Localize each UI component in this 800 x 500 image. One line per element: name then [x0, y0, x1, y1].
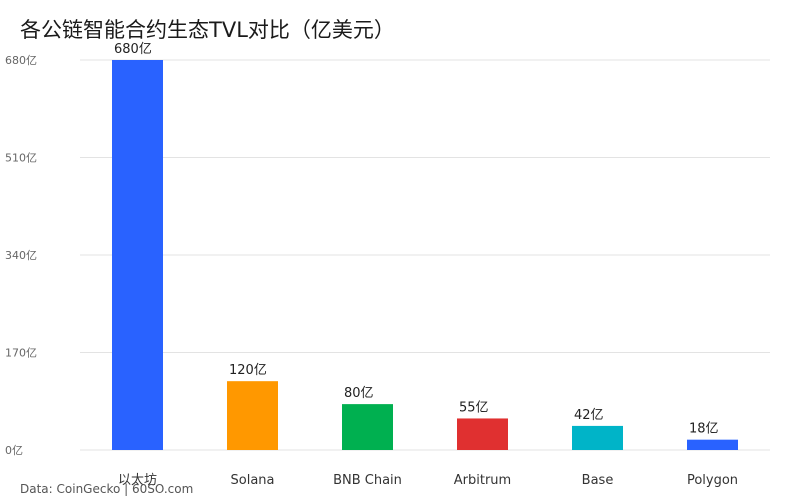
x-category-label: Base — [582, 473, 614, 488]
data-labels: 680亿 120亿 80亿 55亿 42亿 18亿 — [114, 42, 719, 437]
bar-4 — [572, 425, 623, 450]
bar-3 — [457, 418, 508, 450]
data-label: 18亿 — [689, 422, 719, 437]
bars — [112, 60, 738, 450]
y-axis-ticks: 0亿 170亿 340亿 510亿 680亿 — [5, 54, 37, 457]
x-category-label: Arbitrum — [454, 473, 511, 488]
gridlines — [80, 59, 770, 451]
data-label: 42亿 — [574, 408, 604, 423]
bar-5 — [687, 439, 738, 450]
y-tick-label: 0亿 — [5, 444, 23, 457]
bar-0 — [112, 60, 163, 450]
x-category-label: 以太坊 — [118, 473, 157, 488]
y-tick-label: 680亿 — [5, 54, 37, 67]
y-tick-label: 510亿 — [5, 152, 37, 165]
chart-title: 各公链智能合约生态TVL对比（亿美元） — [20, 18, 395, 42]
data-label: 680亿 — [114, 42, 152, 57]
data-label: 80亿 — [344, 386, 374, 401]
x-category-label: Polygon — [687, 473, 738, 488]
bar-2 — [342, 404, 393, 450]
y-tick-label: 340亿 — [5, 249, 37, 262]
x-category-label: BNB Chain — [333, 473, 402, 488]
bar-1 — [227, 381, 278, 450]
data-label: 55亿 — [459, 400, 489, 415]
x-axis-categories: 以太坊 Solana BNB Chain Arbitrum Base Polygon — [118, 473, 738, 488]
data-label: 120亿 — [229, 363, 267, 378]
y-tick-label: 170亿 — [5, 347, 37, 360]
x-category-label: Solana — [231, 473, 275, 488]
source-note: Data: CoinGecko | 60SO.com — [20, 482, 194, 496]
